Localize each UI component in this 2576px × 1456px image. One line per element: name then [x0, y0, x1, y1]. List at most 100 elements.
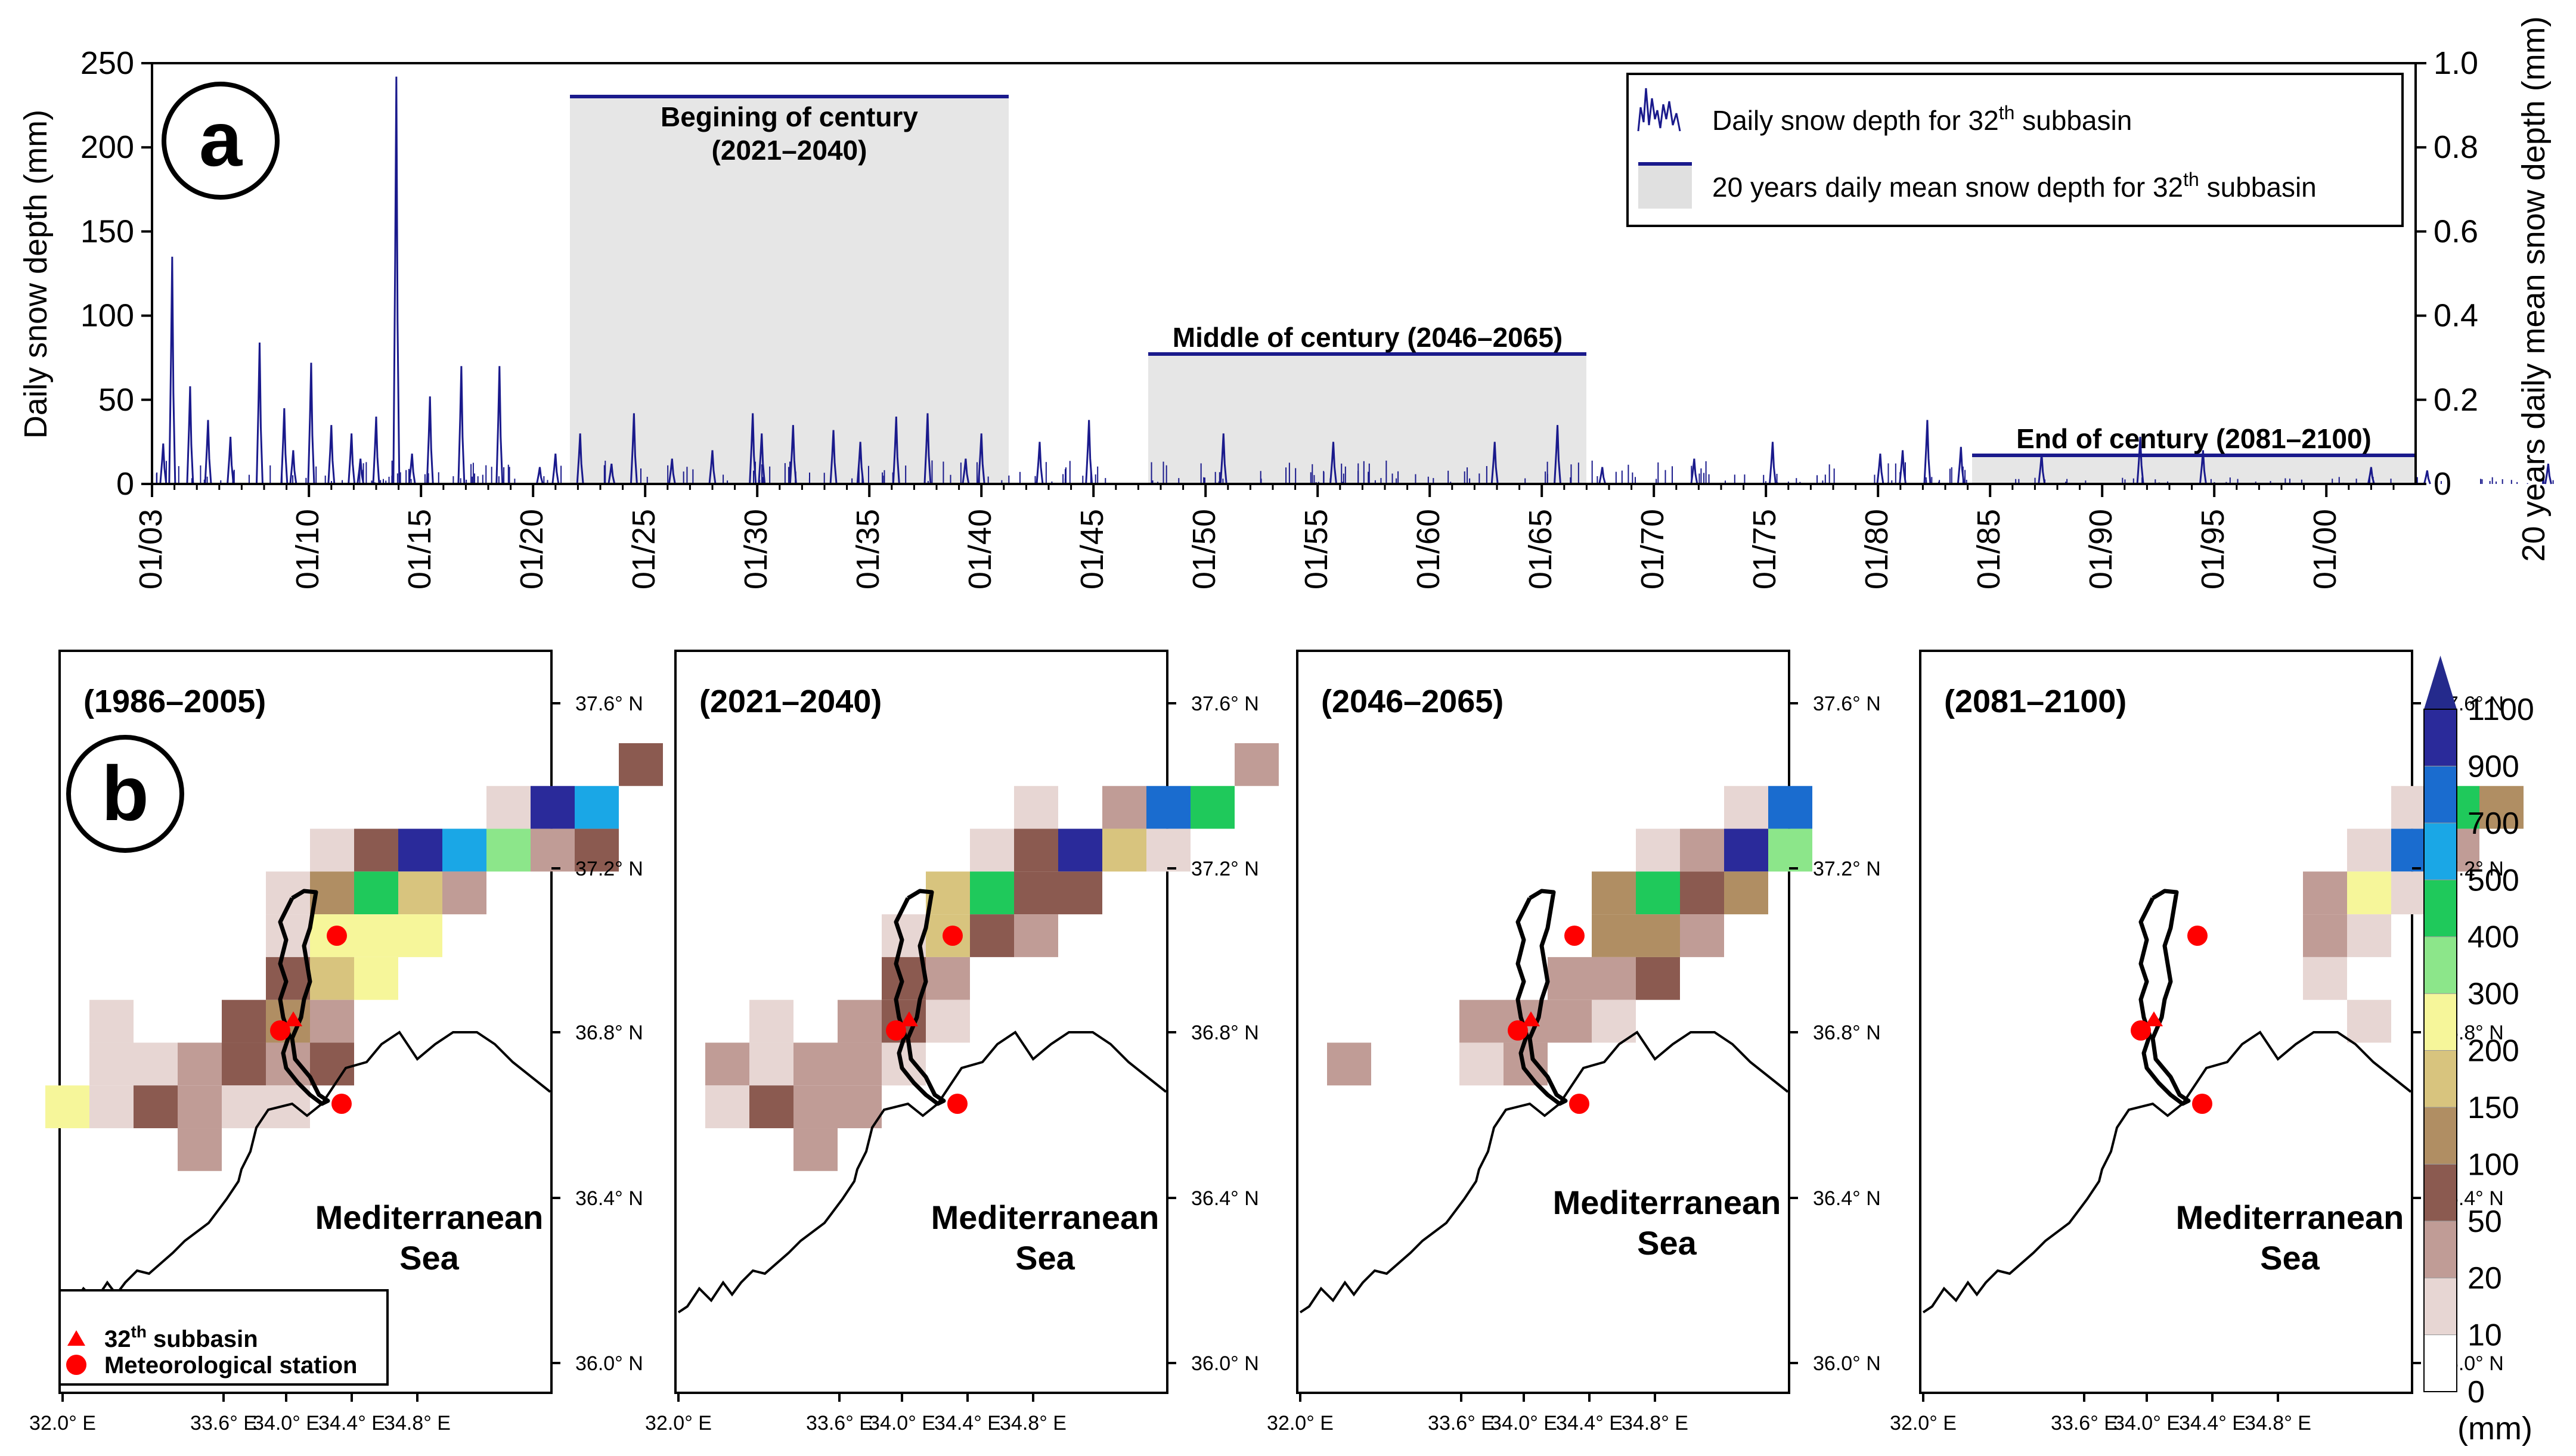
sea-label: Mediterranean — [315, 1199, 544, 1236]
snow-depth-spike — [892, 416, 900, 485]
x-tick-label: 01/65 — [1523, 509, 1558, 589]
sea-label: Mediterranean — [2176, 1199, 2404, 1236]
x-tick-label: 01/45 — [1074, 509, 1110, 589]
snow-cell — [1548, 999, 1592, 1043]
x-tick-label: 01/85 — [1971, 509, 2007, 589]
snow-depth-spike — [227, 436, 235, 485]
snow-cell — [178, 1085, 222, 1129]
snow-cell — [310, 828, 354, 872]
snow-cell — [838, 1085, 882, 1129]
coastline — [677, 1030, 1167, 1314]
snow-cell — [1146, 786, 1191, 829]
snow-depth-spike — [2199, 450, 2207, 485]
colorbar-bin — [2423, 1050, 2457, 1108]
snow-depth-spike — [1690, 458, 1698, 485]
colorbar-label: 10 — [2467, 1318, 2502, 1353]
snow-cell — [1768, 828, 1812, 872]
snow-cell — [486, 828, 531, 872]
coastline — [1922, 1030, 2412, 1314]
daily-snow-depth-series — [159, 76, 2552, 485]
panel-label-b: b — [101, 750, 148, 837]
colorbar-bin — [2423, 1334, 2457, 1392]
snow-cell — [354, 914, 398, 957]
snow-cell — [134, 1042, 178, 1086]
right-axis-title: 20 years daily mean snow depth (mm) — [2516, 16, 2552, 561]
period-shade-end — [1972, 455, 2416, 484]
lat-tick-label: 36.8° N — [1813, 1022, 1881, 1044]
x-tick-label: 01/00 — [2307, 509, 2343, 589]
lat-tick-label: 36.4° N — [575, 1187, 643, 1210]
lat-tick-label: 37.2° N — [575, 858, 643, 880]
snow-cell — [793, 1128, 838, 1171]
colorbar-label: 400 — [2467, 920, 2519, 955]
colorbar-label: 900 — [2467, 749, 2519, 784]
snow-cell — [1014, 914, 1058, 957]
snow-cell — [486, 786, 531, 829]
lon-tick-label: 33.6° E — [190, 1412, 257, 1435]
x-tick-label: 01/35 — [850, 509, 886, 589]
x-tick-label: 01/30 — [738, 509, 774, 589]
panel-label-a-circle — [162, 82, 280, 200]
snow-depth-spike — [708, 450, 717, 485]
snow-cell — [882, 1042, 926, 1086]
colorbar-bin — [2423, 1163, 2457, 1222]
snow-cell — [2347, 914, 2391, 957]
snow-depth-spike — [536, 467, 544, 485]
left-axis-ticks: 0 50 100 150 200 250 — [80, 45, 152, 502]
snow-depth-spike — [1768, 442, 1777, 485]
snow-cell — [1548, 957, 1592, 1000]
snow-cell — [1592, 914, 1636, 957]
snow-cell — [1636, 828, 1680, 872]
snow-cell — [310, 999, 354, 1043]
snow-cell — [1504, 1042, 1548, 1086]
snow-cell — [1592, 999, 1636, 1043]
snow-cell — [2347, 871, 2391, 915]
map-title: (1986–2005) — [83, 684, 266, 719]
subbasin-marker — [284, 1011, 302, 1026]
colorbar-label: 20 — [2467, 1261, 2502, 1296]
snow-depth-spike — [1554, 425, 1562, 485]
colorbar-bin — [2423, 1277, 2457, 1336]
snow-depth-spike — [1036, 442, 1044, 485]
colorbar-bin — [2423, 1221, 2457, 1278]
snow-depth-spike — [551, 454, 560, 485]
sea-label: Sea — [1637, 1224, 1697, 1262]
snow-depth-spike — [1085, 420, 1093, 485]
right-axis-ticks: 0 0.2 0.4 0.6 0.8 1.0 — [2416, 45, 2478, 502]
lat-tick-label: 37.2° N — [1191, 858, 1259, 880]
left-axis-title: Daily snow depth (mm) — [18, 110, 54, 439]
snow-depth-spike — [749, 413, 757, 485]
x-tick-label: 01/75 — [1747, 509, 1783, 589]
snow-depth-spike — [829, 430, 838, 485]
period-label-beginning: Begining of century — [661, 101, 918, 132]
snow-depth-spike — [1329, 442, 1338, 485]
snow-cell — [354, 957, 398, 1000]
snow-cell — [749, 1085, 793, 1129]
period-label-beginning-years: (2021–2040) — [712, 135, 867, 166]
snow-cell — [1058, 828, 1102, 872]
snow-cell — [705, 1085, 749, 1129]
period-shade-beginning — [570, 97, 1009, 484]
x-tick-label: 01/20 — [514, 509, 550, 589]
legend-mean-swatch — [1638, 164, 1692, 209]
sea-label: Sea — [2260, 1239, 2320, 1277]
snow-depth-spike — [962, 458, 970, 485]
lat-tick-label: 36.4° N — [1191, 1187, 1259, 1210]
lon-tick-label: 34.4° E — [934, 1412, 1001, 1435]
plot-frame — [151, 62, 2417, 485]
colorbar-bin — [2423, 822, 2457, 880]
legend-panel-a: Daily snow depth for 32th subbasin 20 ye… — [1626, 73, 2404, 227]
colorbar-bin — [2423, 709, 2457, 766]
snow-cell — [1724, 786, 1768, 829]
snow-cell — [926, 957, 970, 1000]
left-tick-label: 50 — [98, 382, 134, 418]
lon-tick-label: 32.0° E — [1267, 1412, 1334, 1435]
lon-tick-label: 34.0° E — [253, 1412, 320, 1435]
lat-tick-label: 36.0° N — [575, 1352, 643, 1375]
meteorological-station — [943, 926, 963, 946]
colorbar-label: 200 — [2467, 1034, 2519, 1069]
snow-cell — [354, 828, 398, 872]
snow-depth-spike — [1923, 420, 1932, 485]
